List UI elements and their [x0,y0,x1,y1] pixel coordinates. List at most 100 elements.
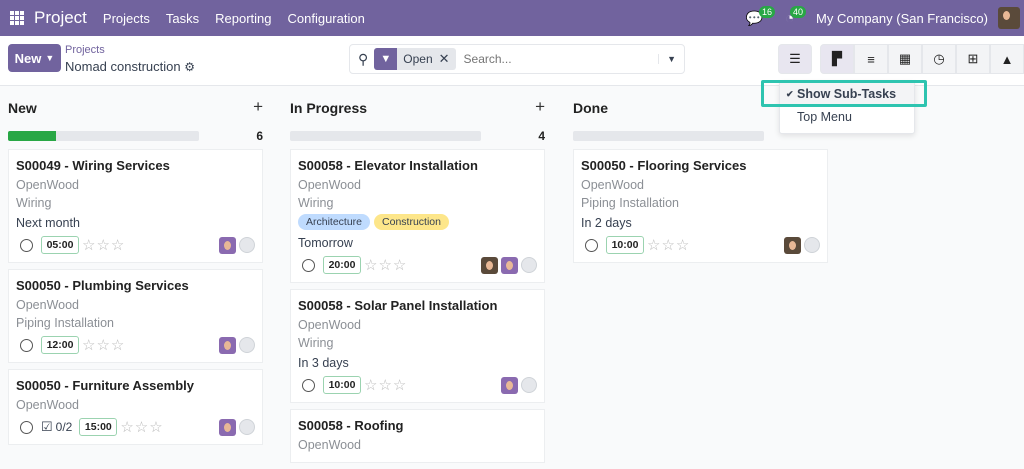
activity-clock-icon[interactable] [302,378,315,392]
allocated-time[interactable]: 20:00 [323,256,361,274]
messages-icon[interactable]: 💬 [745,9,763,26]
priority-stars[interactable]: ☆☆☆ [647,237,691,254]
task-company: OpenWood [16,298,80,312]
task-card[interactable]: S00050 - Plumbing Services OpenWood Piping… [8,269,263,363]
task-card[interactable]: S00058 - Solar Panel Installation OpenWoo… [290,289,545,403]
subtasks-check-icon: ☑ [41,419,53,434]
task-name: S00058 - Elevator Installation [298,158,478,173]
filter-icon: ▼ [374,48,398,70]
assignee-avatar[interactable] [481,256,498,274]
activity-clock-icon[interactable] [302,258,315,272]
assignee-avatar[interactable] [501,256,518,274]
task-card[interactable]: S00050 - Furniture Assembly OpenWood ☑ 0/2 1… [8,369,263,445]
control-panel: New ▼ Projects Nomad construction ⚙ ⚲ ▼ O… [0,36,1024,86]
priority-stars[interactable]: ☆☆☆ [364,257,408,274]
status-circle[interactable] [521,377,537,393]
quick-add-button[interactable]: + [253,97,263,116]
task-card[interactable]: S00049 - Wiring Services OpenWood Wiring Ne… [8,149,263,263]
status-circle[interactable] [239,419,255,435]
assignee-avatar[interactable] [219,336,236,354]
kanban-column: New + 6 S00049 - Wiring Services OpenWood Wi… [8,86,263,451]
allocated-time[interactable]: 12:00 [41,336,79,354]
menu-configuration[interactable]: Configuration [287,10,365,26]
search-bar: ⚲ ▼ Open ✕ ▼ [349,44,685,74]
kanban-column: In Progress + 4 S00058 - Elevator Installa… [290,86,545,469]
breadcrumb-current: Nomad construction ⚙ [65,59,195,74]
column-progress [573,130,828,142]
menu-item-show-subtasks[interactable]: ✔ Show Sub-Tasks [780,83,914,105]
caret-down-icon: ▼ [45,53,55,63]
search-input[interactable] [463,52,644,66]
menu-projects[interactable]: Projects [102,10,150,26]
app-name[interactable]: Project [34,8,87,27]
top-navbar: Project Projects Tasks Reporting Configu… [0,0,1024,36]
task-stage: Piping Installation [16,316,114,330]
activity-clock-icon[interactable] [20,338,33,352]
activities-icon[interactable]: ◔ [784,9,795,27]
apps-menu-icon[interactable] [10,11,24,25]
menu-reporting[interactable]: Reporting [215,10,272,26]
settings-toggle-button[interactable]: ☰ [778,44,812,74]
subtasks-count[interactable]: 0/2 [55,420,73,434]
progress-fill [8,131,56,141]
task-company: OpenWood [298,438,362,452]
menu-item-top-menu[interactable]: Top Menu [780,106,914,128]
gear-icon[interactable]: ⚙ [184,60,196,74]
allocated-time[interactable]: 15:00 [79,418,118,436]
column-title: New [8,100,37,116]
allocated-time[interactable]: 10:00 [323,376,361,394]
activity-clock-icon[interactable] [585,238,598,252]
remove-facet-icon[interactable]: ✕ [438,51,450,66]
assignee-avatar[interactable] [784,236,801,254]
column-title: Done [573,100,608,116]
column-progress: 4 [290,129,545,143]
view-pivot-button[interactable]: ⊞ [956,44,990,74]
priority-stars[interactable]: ☆☆☆ [82,337,126,354]
search-options-toggle[interactable]: ▼ [658,54,676,64]
user-avatar[interactable] [998,7,1020,29]
view-list-button[interactable]: ≡ [854,44,888,74]
kanban-column: Done S00050 - Flooring Services OpenWood P… [573,86,828,269]
status-circle[interactable] [521,257,537,273]
column-title: In Progress [290,100,368,116]
status-circle[interactable] [239,237,255,253]
task-card[interactable]: S00058 - Elevator Installation OpenWood Wi… [290,149,545,283]
assignee-avatar[interactable] [501,376,518,394]
priority-stars[interactable]: ☆☆☆ [364,377,408,394]
company-switcher[interactable]: My Company (San Francisco) [816,10,988,26]
show-subtasks-label: Show Sub-Tasks [797,87,897,101]
task-stage: Piping Installation [581,196,679,210]
column-count: 6 [256,129,263,143]
assignee-avatar[interactable] [219,236,236,254]
allocated-time[interactable]: 05:00 [41,236,79,254]
allocated-time[interactable]: 10:00 [606,236,644,254]
priority-stars[interactable]: ☆☆☆ [120,419,164,436]
task-name: S00050 - Furniture Assembly [16,378,194,393]
activity-clock-icon[interactable] [20,238,33,252]
task-tag: Architecture [298,214,371,230]
task-company: OpenWood [298,178,362,192]
menu-tasks[interactable]: Tasks [165,10,200,26]
breadcrumb-projects[interactable]: Projects [65,44,105,56]
status-circle[interactable] [239,337,255,353]
task-deadline: In 2 days [581,216,632,230]
task-name: S00050 - Flooring Services [581,158,747,173]
view-activity-button[interactable]: ◷ [922,44,956,74]
assignee-avatar[interactable] [219,418,236,436]
priority-stars[interactable]: ☆☆☆ [82,237,126,254]
task-name: S00050 - Plumbing Services [16,278,189,293]
task-card[interactable]: S00050 - Flooring Services OpenWood Piping… [573,149,828,263]
quick-add-button[interactable]: + [535,97,545,116]
new-button[interactable]: New ▼ [8,44,61,72]
view-calendar-button[interactable]: ▦ [888,44,922,74]
highlight-box [761,80,927,107]
search-icon[interactable]: ⚲ [358,50,369,67]
facet-label: Open [403,52,433,66]
view-graph-button[interactable]: ▲ [990,44,1024,74]
task-card[interactable]: S00058 - Roofing OpenWood [290,409,545,463]
view-kanban-button[interactable]: ▛ [820,44,854,74]
task-name: S00058 - Roofing [298,418,404,433]
new-label: New [14,50,42,66]
activity-clock-icon[interactable] [20,420,33,434]
status-circle[interactable] [804,237,820,253]
